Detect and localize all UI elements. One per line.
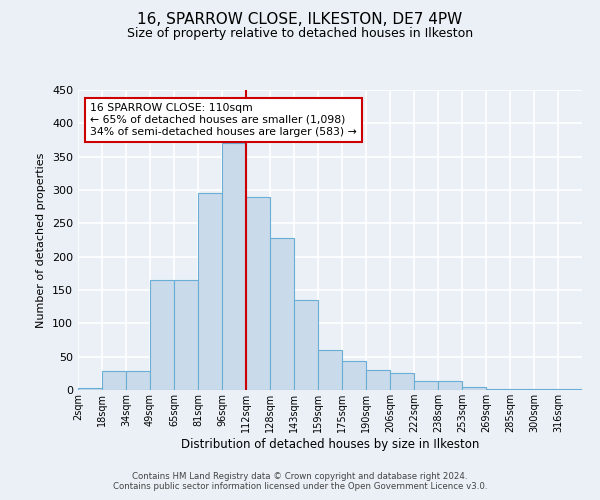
Bar	[174, 280, 198, 390]
Bar	[390, 374, 414, 390]
Text: Contains HM Land Registry data © Crown copyright and database right 2024.: Contains HM Land Registry data © Crown c…	[132, 472, 468, 481]
Text: 16, SPARROW CLOSE, ILKESTON, DE7 4PW: 16, SPARROW CLOSE, ILKESTON, DE7 4PW	[137, 12, 463, 28]
Bar	[246, 196, 270, 390]
Bar	[366, 370, 390, 390]
Bar	[198, 194, 222, 390]
Bar	[294, 300, 318, 390]
Bar	[438, 380, 462, 390]
X-axis label: Distribution of detached houses by size in Ilkeston: Distribution of detached houses by size …	[181, 438, 479, 451]
Text: Size of property relative to detached houses in Ilkeston: Size of property relative to detached ho…	[127, 28, 473, 40]
Bar	[414, 382, 438, 390]
Bar	[342, 362, 366, 390]
Text: Contains public sector information licensed under the Open Government Licence v3: Contains public sector information licen…	[113, 482, 487, 491]
Bar	[126, 370, 150, 390]
Y-axis label: Number of detached properties: Number of detached properties	[37, 152, 46, 328]
Bar	[222, 144, 246, 390]
Bar	[78, 388, 102, 390]
Bar	[270, 238, 294, 390]
Bar	[318, 350, 342, 390]
Text: 16 SPARROW CLOSE: 110sqm
← 65% of detached houses are smaller (1,098)
34% of sem: 16 SPARROW CLOSE: 110sqm ← 65% of detach…	[90, 104, 357, 136]
Bar	[462, 386, 486, 390]
Bar	[150, 280, 174, 390]
Bar	[486, 388, 510, 390]
Bar	[102, 370, 126, 390]
Bar	[510, 388, 534, 390]
